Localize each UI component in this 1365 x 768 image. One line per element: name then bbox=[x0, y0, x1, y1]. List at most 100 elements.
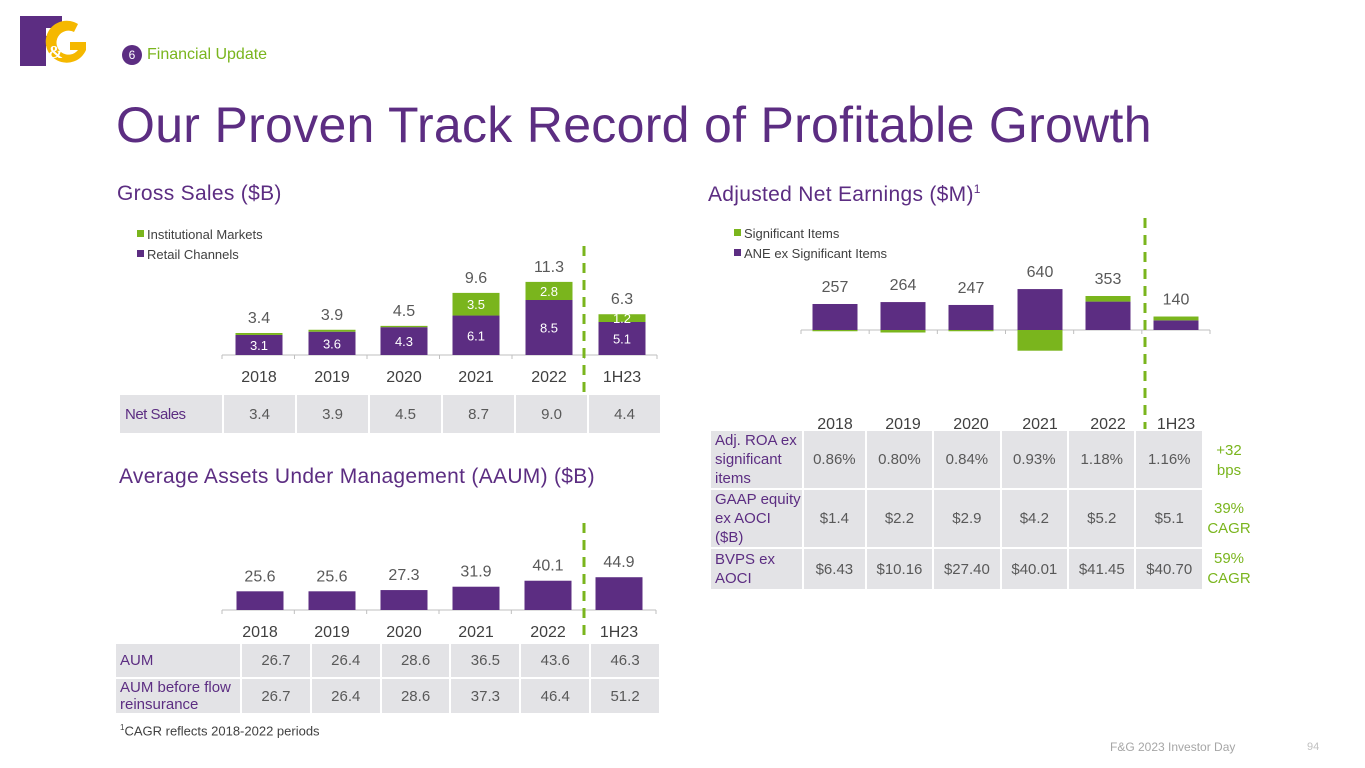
x-tick-label: 2018 bbox=[242, 624, 278, 641]
table-cell: 46.4 bbox=[519, 677, 592, 715]
table-cell: $2.9 bbox=[932, 488, 1002, 549]
table-cell: 26.7 bbox=[240, 642, 312, 679]
legend-swatch bbox=[137, 250, 144, 257]
table-cell: 4.4 bbox=[587, 393, 662, 435]
legend-swatch bbox=[734, 249, 741, 256]
table-row: Net Sales 3.4 3.9 4.5 8.7 9.0 4.4 bbox=[118, 393, 662, 435]
ane-bar-ane-ex-significant-items bbox=[1153, 320, 1199, 330]
bar-total-label: 257 bbox=[822, 279, 849, 296]
bar-total-label: 3.4 bbox=[248, 310, 270, 327]
gross_sales-bar-retail-channels bbox=[380, 327, 428, 355]
x-tick-label: 2019 bbox=[314, 624, 350, 641]
bar-total-label: 25.6 bbox=[244, 568, 275, 585]
legend-label: ANE ex Significant Items bbox=[744, 246, 888, 261]
table-cell: 28.6 bbox=[379, 642, 452, 679]
page-title: Our Proven Track Record of Profitable Gr… bbox=[116, 97, 1152, 153]
ane-bar-ane-ex-significant-items bbox=[948, 304, 994, 330]
table-cell: 1.18% bbox=[1067, 429, 1137, 490]
table-cell: $10.16 bbox=[864, 547, 935, 591]
ane-bar-significant-items bbox=[812, 330, 858, 332]
aum-table: AUM 26.7 26.4 28.6 36.5 43.6 46.3 AUM be… bbox=[114, 642, 661, 715]
x-tick-label: 2022 bbox=[531, 369, 567, 386]
ane-bar-significant-items bbox=[1153, 316, 1199, 321]
table-cell: $5.2 bbox=[1067, 488, 1137, 549]
footer-event: F&G 2023 Investor Day bbox=[1110, 740, 1236, 754]
table-cell: $1.4 bbox=[802, 488, 867, 549]
row-header: AUM bbox=[114, 642, 242, 679]
table-cell: $6.43 bbox=[802, 547, 867, 591]
ane-bar-ane-ex-significant-items bbox=[1017, 289, 1063, 330]
bar-total-label: 9.6 bbox=[465, 270, 487, 287]
gross-sales-title: Gross Sales ($B) bbox=[117, 182, 282, 205]
svg-text:&: & bbox=[48, 42, 63, 62]
aaum-bar-aaum bbox=[595, 577, 643, 610]
bar-total-label: 640 bbox=[1027, 264, 1054, 281]
gross_sales-bar-institutional-markets bbox=[380, 325, 428, 328]
table-cell: 0.84% bbox=[932, 429, 1002, 490]
bar-value-label: 4.3 bbox=[395, 334, 413, 349]
table-cell: 0.93% bbox=[999, 429, 1070, 490]
x-tick-label: 2018 bbox=[817, 416, 853, 433]
table-cell: $40.70 bbox=[1134, 547, 1204, 591]
table-cell: 9.0 bbox=[514, 393, 589, 435]
bar-value-label: 1.2 bbox=[613, 311, 631, 326]
bvps-cagr-note: 59% CAGR bbox=[1207, 550, 1251, 587]
net-sales-table: Net Sales 3.4 3.9 4.5 8.7 9.0 4.4 bbox=[118, 393, 662, 435]
legend-label: Retail Channels bbox=[147, 247, 239, 262]
table-cell: 26.4 bbox=[309, 642, 382, 679]
ane-metrics-table: Adj. ROA ex significant items 0.86% 0.80… bbox=[709, 429, 1204, 591]
bar-total-label: 44.9 bbox=[603, 554, 634, 571]
bar-value-label: 8.5 bbox=[540, 321, 558, 336]
table-cell: 51.2 bbox=[589, 677, 661, 715]
gross_sales-bar-institutional-markets bbox=[598, 314, 646, 323]
row-header: Net Sales bbox=[118, 393, 224, 435]
gross_sales-bar-retail-channels bbox=[598, 322, 646, 355]
ane-bar-significant-items bbox=[948, 330, 994, 332]
gross_sales-bar-institutional-markets bbox=[525, 281, 573, 301]
table-cell: 46.3 bbox=[589, 642, 661, 679]
roa-change-note: +32 bps bbox=[1216, 442, 1242, 479]
bar-value-label: 6.1 bbox=[467, 328, 485, 343]
x-tick-label: 2021 bbox=[1022, 416, 1058, 433]
x-tick-label: 2019 bbox=[314, 369, 350, 386]
bar-total-label: 11.3 bbox=[534, 259, 564, 276]
footnote: 1CAGR reflects 2018-2022 periods bbox=[120, 723, 320, 739]
gross_sales-bar-institutional-markets bbox=[235, 333, 283, 335]
table-cell: $41.45 bbox=[1067, 547, 1137, 591]
x-tick-label: 2020 bbox=[386, 624, 422, 641]
bar-total-label: 353 bbox=[1095, 271, 1122, 288]
legend-swatch bbox=[137, 230, 144, 237]
gross_sales-bar-institutional-markets bbox=[308, 329, 356, 332]
bar-total-label: 25.6 bbox=[316, 568, 347, 585]
table-cell: 0.86% bbox=[802, 429, 867, 490]
x-tick-label: 2018 bbox=[241, 369, 277, 386]
table-cell: 3.9 bbox=[295, 393, 370, 435]
table-row: GAAP equity ex AOCI ($B) $1.4 $2.2 $2.9 … bbox=[709, 488, 1204, 549]
table-row: Adj. ROA ex significant items 0.86% 0.80… bbox=[709, 429, 1204, 490]
bar-total-label: 264 bbox=[890, 277, 917, 294]
gross_sales-bar-retail-channels bbox=[235, 334, 283, 355]
fg-logo: & bbox=[20, 16, 86, 66]
row-header: AUM before flow reinsurance bbox=[114, 677, 242, 715]
x-tick-label: 1H23 bbox=[1157, 416, 1195, 433]
x-tick-label: 2021 bbox=[458, 369, 494, 386]
x-tick-label: 2019 bbox=[885, 416, 921, 433]
x-tick-label: 2020 bbox=[953, 416, 989, 433]
ane-bar-significant-items bbox=[1017, 330, 1063, 351]
ane-bar-ane-ex-significant-items bbox=[1085, 301, 1131, 330]
table-cell: 37.3 bbox=[449, 677, 522, 715]
aaum-bar-aaum bbox=[524, 580, 572, 610]
section-label: Financial Update bbox=[147, 46, 268, 63]
table-cell: $4.2 bbox=[999, 488, 1070, 549]
row-header: Adj. ROA ex significant items bbox=[709, 429, 804, 490]
bar-value-label: 2.8 bbox=[540, 284, 558, 299]
table-cell: $2.2 bbox=[864, 488, 935, 549]
x-tick-label: 2020 bbox=[386, 369, 422, 386]
legend-swatch bbox=[734, 229, 741, 236]
table-cell: $40.01 bbox=[999, 547, 1070, 591]
table-cell: $27.40 bbox=[932, 547, 1002, 591]
gross_sales-bar-retail-channels bbox=[525, 300, 573, 355]
bar-total-label: 140 bbox=[1163, 292, 1190, 309]
ane-bar-significant-items bbox=[1085, 296, 1131, 302]
table-cell: 43.6 bbox=[519, 642, 592, 679]
